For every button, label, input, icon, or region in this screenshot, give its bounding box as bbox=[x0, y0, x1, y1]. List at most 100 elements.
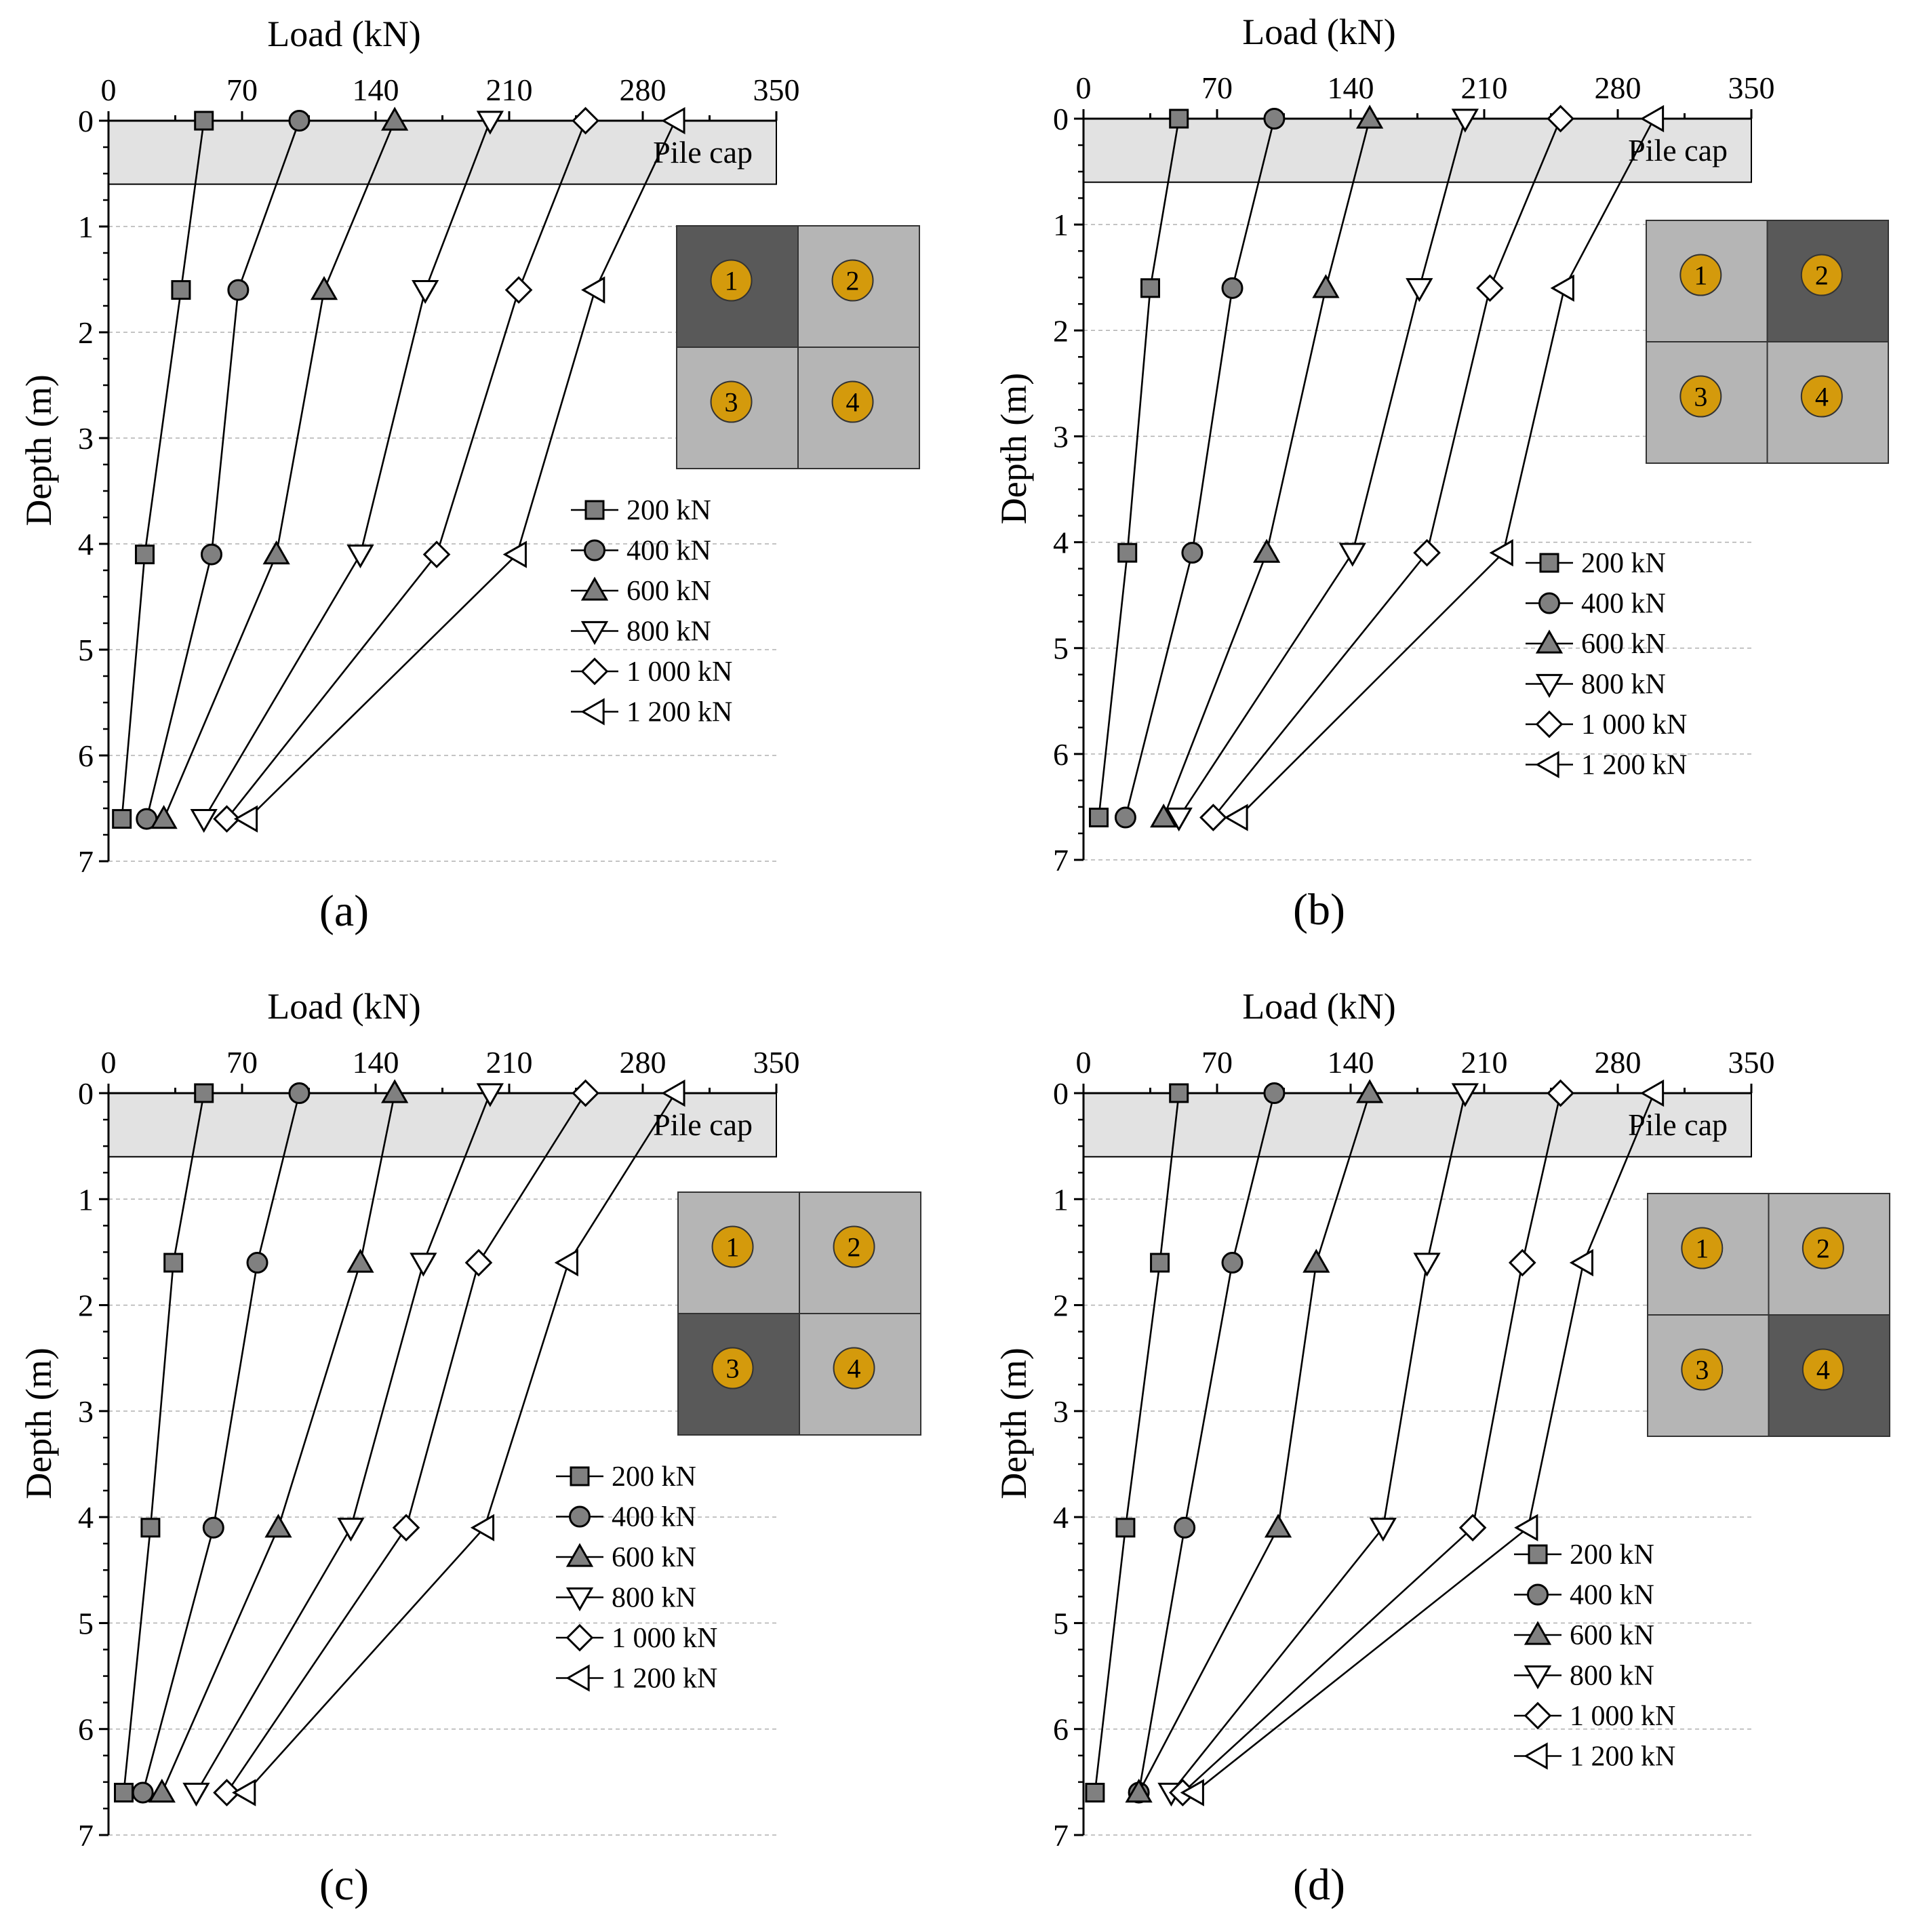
legend-label: 600 kN bbox=[1570, 1620, 1654, 1651]
data-point bbox=[246, 1252, 268, 1274]
data-point bbox=[1169, 109, 1189, 129]
series-line-3 bbox=[161, 1092, 396, 1794]
y-tick-label: 5 bbox=[78, 1606, 94, 1640]
legend-marker bbox=[570, 1466, 590, 1486]
data-point bbox=[182, 1782, 210, 1807]
pile-cap-band bbox=[108, 120, 777, 185]
panel-label: (b) bbox=[1293, 885, 1345, 934]
legend-marker bbox=[580, 698, 605, 726]
data-point bbox=[476, 111, 504, 135]
y-tick-label: 3 bbox=[78, 421, 94, 456]
panel-label: (d) bbox=[1293, 1860, 1345, 1910]
series-line-4 bbox=[1170, 1092, 1467, 1794]
data-point bbox=[1253, 538, 1281, 563]
data-point bbox=[227, 279, 250, 301]
data-point bbox=[194, 1083, 214, 1103]
legend-label: 1 200 kN bbox=[1570, 1741, 1675, 1773]
pile-circle-4 bbox=[1800, 375, 1843, 418]
y-tick-label: 1 bbox=[78, 210, 94, 244]
data-point bbox=[310, 276, 338, 300]
chart-panel-1: Pile cap 0 70 140 210 280 350 0 1 2 3 4 5 6 7 Load (kN)… bbox=[18, 14, 920, 936]
pile-circle-2 bbox=[1800, 254, 1843, 296]
legend-label: 200 kN bbox=[612, 1461, 696, 1493]
pile-number: 1 bbox=[725, 266, 738, 296]
x-tick-label: 0 bbox=[101, 1045, 117, 1080]
y-tick-label: 2 bbox=[1053, 1288, 1069, 1323]
legend-label: 400 kN bbox=[1570, 1580, 1654, 1611]
x-tick-label: 210 bbox=[486, 1045, 533, 1080]
data-point bbox=[337, 1518, 365, 1542]
data-point bbox=[1569, 1248, 1594, 1277]
legend-label: 400 kN bbox=[626, 536, 711, 567]
data-point bbox=[262, 540, 290, 565]
data-point bbox=[346, 1248, 374, 1273]
data-point bbox=[1508, 1248, 1536, 1277]
data-point bbox=[381, 1079, 409, 1103]
x-tick-label: 350 bbox=[753, 1045, 800, 1080]
x-tick-label: 210 bbox=[1461, 71, 1508, 105]
y-tick-label: 0 bbox=[78, 1076, 94, 1111]
legend-label: 200 kN bbox=[626, 495, 711, 526]
pile-circle-2 bbox=[1802, 1227, 1844, 1269]
data-point bbox=[1356, 104, 1384, 129]
series-line-5 bbox=[1212, 118, 1561, 819]
data-point bbox=[1169, 1083, 1189, 1103]
pile-circle-1 bbox=[711, 1225, 754, 1268]
x-tick-label: 140 bbox=[1328, 1045, 1374, 1080]
legend-label: 1 200 kN bbox=[626, 697, 732, 728]
y-tick-label: 3 bbox=[78, 1394, 94, 1429]
y-tick-label: 4 bbox=[1053, 526, 1069, 560]
pile-number: 2 bbox=[848, 1232, 861, 1263]
y-tick-label: 6 bbox=[1053, 737, 1069, 772]
pile-number: 2 bbox=[1815, 260, 1829, 291]
data-point bbox=[163, 1253, 184, 1273]
legend-label: 200 kN bbox=[1570, 1539, 1654, 1571]
x-tick-label: 70 bbox=[1201, 71, 1233, 105]
data-point bbox=[1338, 543, 1366, 567]
pile-circle-3 bbox=[1681, 1348, 1724, 1391]
legend-label: 200 kN bbox=[1581, 548, 1666, 579]
y-tick-label: 5 bbox=[1053, 1606, 1069, 1640]
data-point bbox=[288, 110, 311, 132]
panel-label: (c) bbox=[319, 1860, 369, 1910]
data-point bbox=[1221, 1252, 1244, 1274]
legend-marker bbox=[565, 1543, 594, 1567]
data-point bbox=[134, 545, 155, 565]
x-tick-label: 350 bbox=[753, 73, 800, 107]
legend-label: 1 000 kN bbox=[1581, 709, 1687, 741]
data-point bbox=[661, 106, 685, 135]
pile-circle-1 bbox=[1681, 1227, 1724, 1269]
y-tick-label: 5 bbox=[78, 633, 94, 667]
data-point bbox=[148, 1778, 176, 1803]
legend-label: 800 kN bbox=[1570, 1661, 1654, 1692]
data-point bbox=[1115, 1518, 1136, 1538]
series-line-4 bbox=[203, 120, 492, 820]
legend-label: 400 kN bbox=[1581, 589, 1666, 620]
pile-group-schematic: 1 2 3 4 bbox=[676, 225, 920, 469]
pile-circle-1 bbox=[1679, 254, 1722, 296]
x-axis-title: Load (kN) bbox=[267, 14, 420, 54]
data-point bbox=[190, 808, 218, 833]
y-tick-label: 4 bbox=[78, 1500, 94, 1535]
data-point bbox=[1089, 808, 1109, 828]
panel-label: (a) bbox=[319, 886, 369, 936]
x-tick-label: 0 bbox=[1076, 1045, 1092, 1080]
legend-marker bbox=[580, 620, 609, 646]
x-tick-label: 0 bbox=[1076, 71, 1092, 105]
data-point bbox=[1302, 1248, 1330, 1273]
data-point bbox=[1514, 1514, 1538, 1541]
x-axis-title: Load (kN) bbox=[267, 986, 420, 1027]
legend-label: 800 kN bbox=[626, 616, 711, 648]
y-tick-label: 3 bbox=[1053, 419, 1069, 454]
data-point bbox=[346, 544, 374, 569]
data-point bbox=[502, 540, 527, 568]
pile-circle-3 bbox=[710, 380, 753, 423]
pile-number: 4 bbox=[846, 387, 860, 418]
legend-label: 1 000 kN bbox=[626, 656, 732, 688]
legend-marker bbox=[1535, 710, 1564, 738]
x-tick-label: 280 bbox=[620, 73, 666, 107]
y-tick-label: 1 bbox=[1053, 1182, 1069, 1217]
data-point bbox=[504, 276, 533, 304]
y-tick-label: 6 bbox=[78, 738, 94, 773]
